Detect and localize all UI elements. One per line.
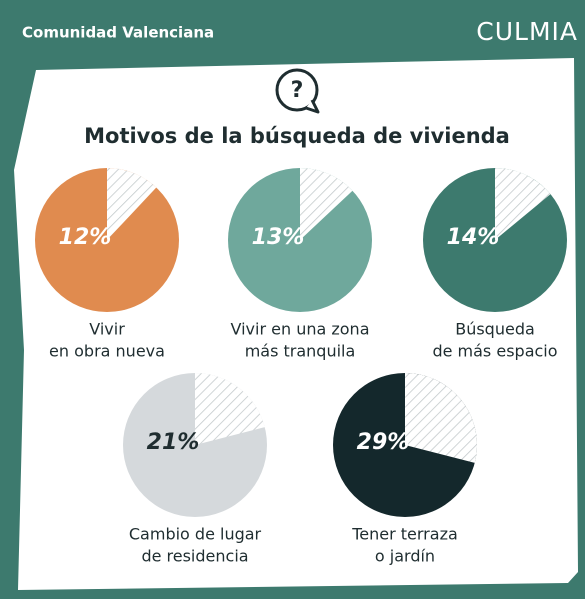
- value-label: 13%: [252, 225, 305, 250]
- pie-slice: [405, 373, 477, 463]
- value-label: 14%: [447, 225, 500, 250]
- svg-text:?: ?: [291, 78, 304, 103]
- value-label: 12%: [59, 225, 112, 250]
- value-label: 29%: [357, 430, 410, 455]
- pie-caption: Vivir en una zona: [231, 320, 370, 339]
- pie-slice: [495, 168, 551, 240]
- pie-caption: Tener terraza: [351, 525, 458, 544]
- region: Comunidad Valenciana: [22, 24, 214, 42]
- question-icon: ?: [275, 68, 320, 114]
- pie-slice: [300, 168, 353, 240]
- pie-caption: o jardín: [375, 547, 435, 566]
- pie-caption: Vivir: [89, 320, 125, 339]
- pie-caption: de más espacio: [432, 342, 557, 361]
- pie-caption: más tranquila: [245, 342, 356, 361]
- title: Motivos de la búsqueda de vivienda: [84, 124, 510, 148]
- brand: CULMIA: [476, 17, 578, 46]
- pie-caption: en obra nueva: [49, 342, 165, 361]
- value-label: 21%: [147, 430, 200, 455]
- pie-caption: Cambio de lugar: [129, 525, 262, 544]
- pie-caption: de residencia: [141, 547, 248, 566]
- pie-slice: [107, 168, 157, 240]
- pie-slice: [195, 373, 265, 445]
- pie-caption: Búsqueda: [455, 320, 535, 339]
